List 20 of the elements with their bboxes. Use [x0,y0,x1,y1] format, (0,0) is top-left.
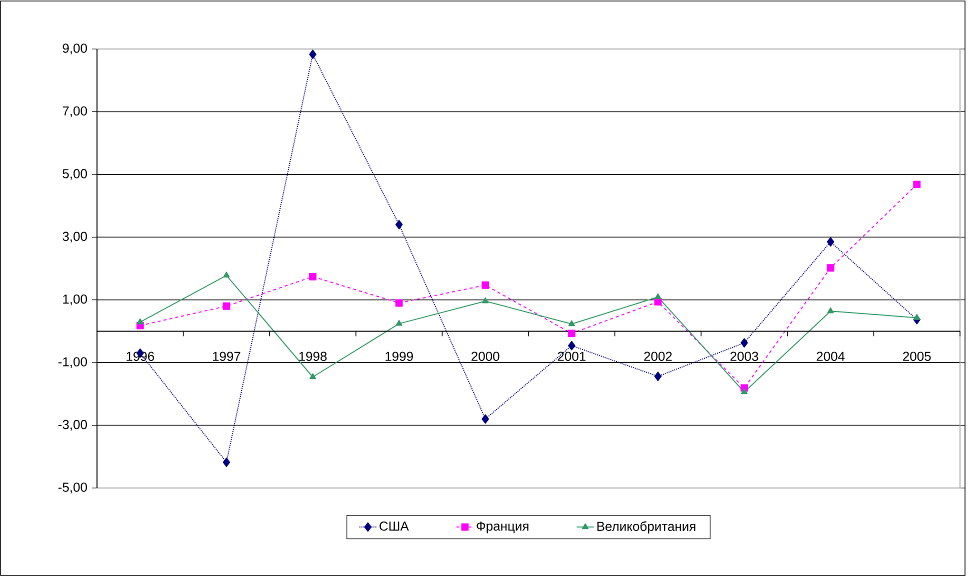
x-tick-label: 2005 [903,352,931,361]
x-tick-label: 1998 [299,352,327,361]
x-tick-label: 2002 [644,352,672,361]
y-tick-label: 3,00 [62,232,87,243]
legend-label: США [380,522,409,531]
x-tick-label: 1999 [386,352,413,361]
y-tick-label: 9,00 [62,44,87,54]
y-tick-label: -1,00 [58,357,87,368]
x-tick-label: 1997 [212,352,240,361]
y-tick-label: -3,00 [58,420,87,431]
x-tick-label: 2003 [730,352,758,361]
y-tick-label: 5,00 [62,169,87,180]
legend-label: Великобритания [597,521,696,534]
legend-label: Франция [476,522,528,534]
y-tick-label: -5,00 [58,482,87,494]
x-tick-label: 2004 [816,352,845,361]
y-tick-label: 1,00 [63,294,87,306]
x-tick-label: 2000 [472,352,500,361]
y-tick-label: 7,00 [62,106,87,118]
x-tick-label: 2001 [558,352,586,361]
